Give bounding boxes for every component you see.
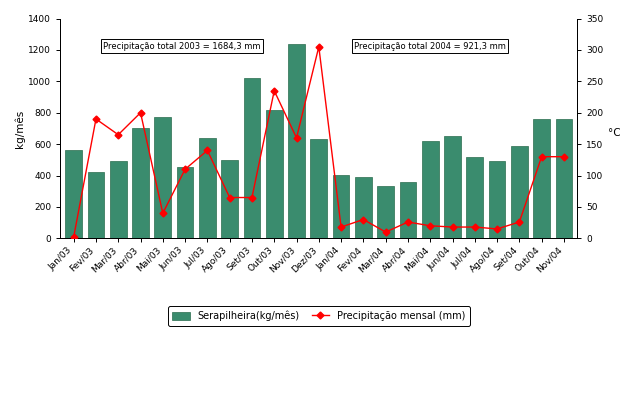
Bar bbox=[177, 167, 193, 238]
Bar bbox=[66, 150, 82, 238]
Y-axis label: °C: °C bbox=[609, 129, 621, 138]
Bar bbox=[511, 146, 528, 238]
Bar bbox=[333, 175, 349, 238]
Bar bbox=[310, 139, 327, 238]
Bar bbox=[132, 129, 149, 238]
Text: Precipitação total 2004 = 921,3 mm: Precipitação total 2004 = 921,3 mm bbox=[354, 42, 506, 51]
Bar bbox=[221, 160, 238, 238]
Bar bbox=[534, 119, 550, 238]
Bar bbox=[155, 116, 171, 238]
Legend: Serapilheira(kg/mês), Precipitação mensal (mm): Serapilheira(kg/mês), Precipitação mensa… bbox=[167, 305, 470, 326]
Bar bbox=[266, 110, 282, 238]
Bar bbox=[199, 138, 216, 238]
Bar bbox=[355, 177, 371, 238]
Bar bbox=[488, 162, 506, 238]
Bar bbox=[288, 44, 305, 238]
Bar bbox=[422, 141, 439, 238]
Bar bbox=[556, 119, 572, 238]
Bar bbox=[88, 172, 104, 238]
Bar bbox=[399, 182, 417, 238]
Bar bbox=[110, 161, 127, 238]
Bar bbox=[244, 78, 260, 238]
Y-axis label: kg/mês: kg/mês bbox=[15, 109, 25, 147]
Text: Precipitação total 2003 = 1684,3 mm: Precipitação total 2003 = 1684,3 mm bbox=[103, 42, 261, 51]
Bar bbox=[377, 186, 394, 238]
Bar bbox=[444, 136, 461, 238]
Bar bbox=[466, 157, 483, 238]
